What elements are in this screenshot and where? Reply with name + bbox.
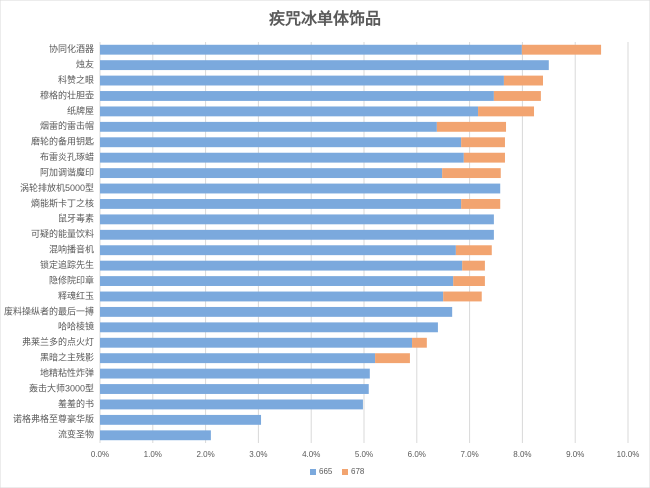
x-tick-label: 9.0% [566, 450, 584, 459]
bar [100, 291, 444, 302]
y-tick-label: 哈哈棱镜 [58, 321, 94, 332]
y-tick-label: 弗莱兰多的点火灯 [22, 336, 94, 347]
bar [100, 399, 363, 410]
bar [100, 229, 494, 240]
x-tick-label: 4.0% [302, 450, 320, 459]
y-tick-label: 诺格弗格至尊豪华版 [13, 413, 94, 424]
y-tick-label: 涡轮排放机5000型 [20, 182, 94, 193]
y-tick-label: 锁定追踪先生 [40, 259, 94, 270]
y-tick-label: 废料操纵者的最后一搏 [4, 305, 94, 316]
bar [463, 152, 505, 163]
bar [100, 276, 454, 286]
bar [100, 260, 463, 271]
legend-label: 678 [351, 467, 365, 476]
bar [436, 121, 507, 132]
bar [100, 306, 453, 317]
y-tick-label: 可疑的能量饮料 [31, 228, 94, 239]
y-tick-label: 流变圣物 [58, 429, 94, 440]
x-tick-label: 3.0% [249, 450, 267, 459]
bar [100, 414, 262, 425]
x-tick-label: 10.0% [617, 450, 640, 459]
bar [100, 214, 494, 225]
y-tick-label: 鼠牙毒素 [58, 213, 94, 224]
legend-swatch [342, 469, 348, 475]
bar [100, 137, 462, 148]
bar [455, 245, 492, 256]
y-tick-label: 阿加调谐魔印 [40, 166, 94, 177]
bar [100, 44, 522, 55]
bar [100, 322, 438, 333]
bar [462, 260, 485, 271]
y-tick-label: 轰击大师3000型 [29, 382, 94, 393]
y-tick-label: 黑暗之主残影 [40, 352, 94, 363]
y-tick-label: 地精粘性炸弹 [40, 367, 94, 378]
y-tick-label: 布雷炎孔琢蜡 [40, 151, 94, 162]
bar [100, 152, 464, 163]
chart-title: 疾咒冰单体饰品 [269, 9, 381, 28]
x-tick-label: 6.0% [408, 450, 426, 459]
bar [100, 337, 413, 348]
bar [461, 137, 505, 148]
legend-label: 665 [319, 467, 333, 476]
bar [100, 245, 456, 256]
bar [100, 199, 462, 209]
x-tick-label: 8.0% [513, 450, 531, 459]
y-tick-label: 穆格的壮胆壶 [40, 89, 94, 100]
y-tick-label: 混响播音机 [49, 244, 94, 255]
x-tick-label: 7.0% [460, 450, 478, 459]
bar [442, 168, 501, 179]
y-tick-label: 协同化酒器 [49, 43, 94, 54]
bar [100, 353, 376, 364]
bar [453, 276, 485, 286]
bar [100, 183, 501, 194]
bar [375, 353, 410, 364]
bar [412, 337, 427, 348]
bar [478, 106, 535, 117]
x-tick-label: 1.0% [144, 450, 162, 459]
y-tick-label: 隐修院印章 [49, 274, 94, 285]
y-tick-label: 烟雷的雷击帽 [40, 120, 94, 131]
bar [100, 121, 437, 132]
bar [443, 291, 482, 302]
bar [100, 384, 369, 394]
bar [503, 75, 543, 86]
y-tick-label: 烛友 [76, 59, 94, 70]
x-tick-label: 5.0% [355, 450, 373, 459]
y-tick-label: 熵能斯卡丁之核 [31, 197, 94, 208]
x-tick-label: 0.0% [91, 450, 109, 459]
bar [100, 106, 479, 117]
bar [100, 60, 549, 71]
y-tick-label: 磨轮的备用钥匙 [31, 136, 94, 147]
bar [521, 44, 602, 55]
y-tick-label: 科赞之眼 [58, 74, 94, 85]
y-tick-label: 纸牌屋 [67, 105, 94, 116]
x-tick-label: 2.0% [196, 450, 214, 459]
legend-swatch [310, 469, 316, 475]
bar [100, 368, 370, 379]
bar [493, 91, 541, 101]
y-tick-label: 释魂红玉 [58, 290, 94, 301]
bar [461, 199, 501, 209]
bar [100, 430, 211, 441]
bar [100, 75, 504, 86]
bar [100, 168, 443, 179]
y-tick-label: 羞羞的书 [58, 398, 94, 409]
bar [100, 91, 494, 101]
